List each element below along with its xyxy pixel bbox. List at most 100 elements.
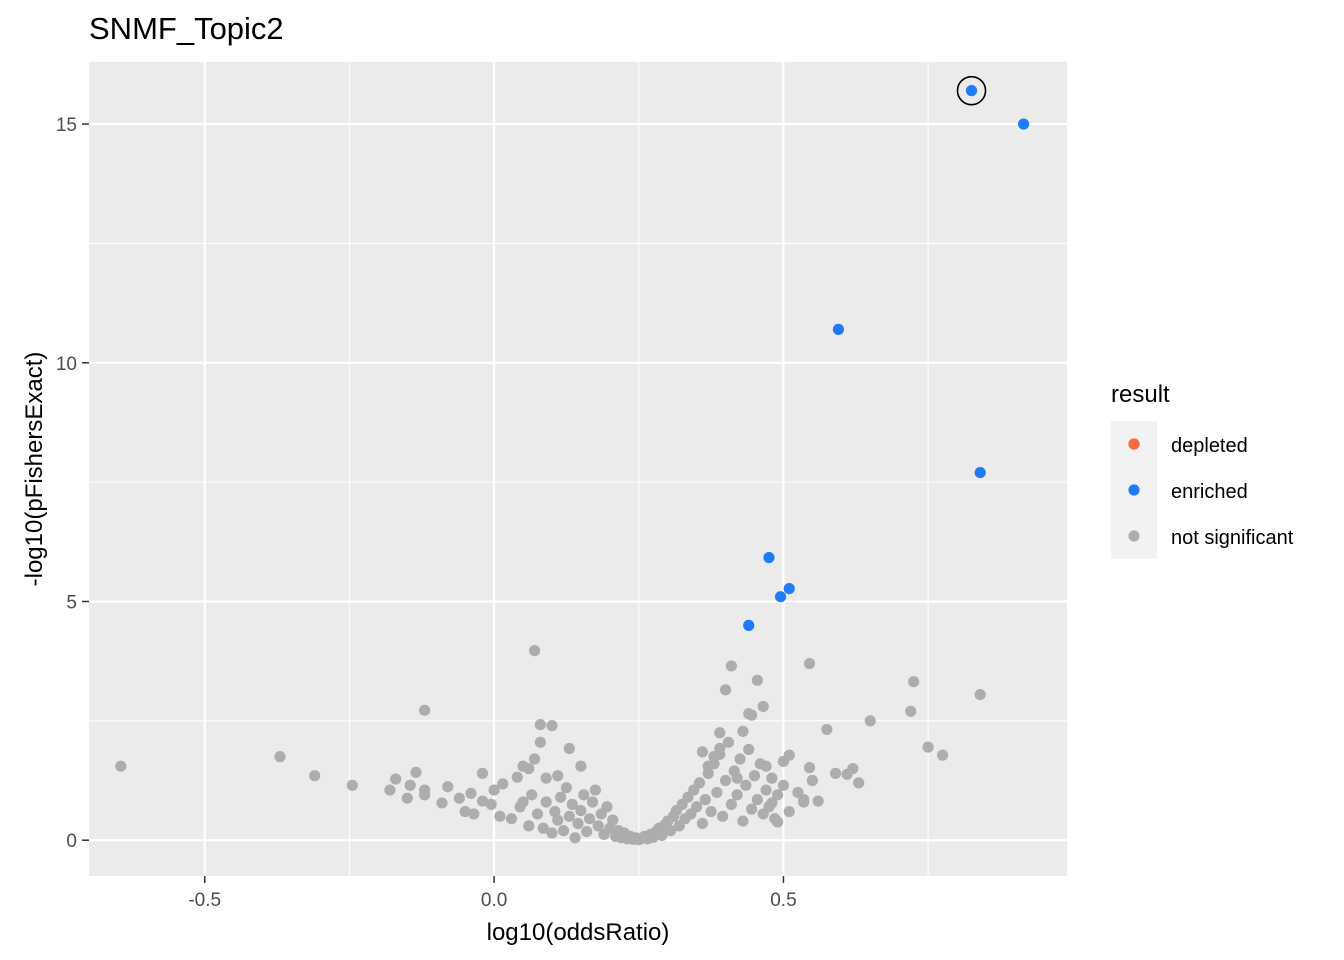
point-not-significant [708, 751, 720, 763]
plot-panel [89, 62, 1067, 876]
point-not-significant [583, 813, 596, 825]
point-enriched [774, 591, 787, 603]
point-not-significant [476, 767, 489, 779]
point-not-significant [803, 657, 816, 670]
point-not-significant [497, 778, 509, 790]
point-not-significant [922, 741, 934, 753]
chart-title: SNMF_Topic2 [89, 11, 284, 46]
point-not-significant [847, 762, 859, 775]
point-not-significant [760, 760, 772, 772]
y-tick-label: 5 [66, 592, 77, 613]
point-enriched [832, 323, 845, 335]
point-not-significant [725, 660, 737, 672]
point-not-significant [390, 773, 402, 785]
point-not-significant [719, 684, 732, 696]
point-not-significant [528, 645, 541, 657]
minor-gridlines [89, 62, 1067, 876]
point-not-significant [731, 772, 743, 784]
point-not-significant [494, 810, 506, 822]
point-not-significant [514, 801, 526, 813]
point-not-significant [410, 766, 422, 779]
point-not-significant [346, 779, 358, 791]
point-not-significant [552, 770, 564, 782]
point-not-significant [566, 798, 578, 810]
point-not-significant [586, 796, 599, 808]
point-not-significant [711, 786, 723, 799]
x-axis-title: log10(oddsRatio) [487, 919, 670, 946]
point-not-significant [581, 826, 593, 838]
point-not-significant [546, 827, 558, 839]
point-not-significant [485, 798, 497, 810]
point-not-significant [699, 794, 711, 806]
point-not-significant [560, 782, 573, 794]
point-not-significant [908, 676, 920, 688]
point-not-significant [751, 794, 763, 806]
point-not-significant [812, 795, 824, 807]
point-not-significant [404, 779, 416, 791]
point-not-significant [575, 760, 587, 772]
point-not-significant [803, 762, 816, 774]
point-enriched [1017, 118, 1030, 130]
point-not-significant [578, 789, 590, 801]
point-not-significant [734, 753, 746, 765]
point-not-significant [743, 743, 755, 756]
point-not-significant [905, 705, 917, 717]
point-not-significant [274, 751, 286, 763]
point-not-significant [777, 779, 790, 791]
point-not-significant [563, 742, 575, 755]
point-not-significant [748, 770, 761, 782]
point-not-significant [757, 700, 769, 713]
point-not-significant [725, 798, 737, 810]
point-not-significant [731, 789, 743, 801]
point-not-significant [549, 805, 561, 818]
point-not-significant [705, 805, 717, 818]
point-not-significant [722, 736, 735, 748]
legend-key-depleted [1128, 438, 1140, 450]
point-not-significant [589, 784, 601, 796]
legend-label: enriched [1171, 481, 1248, 503]
point-not-significant [936, 749, 949, 761]
point-not-significant [717, 810, 729, 822]
point-not-significant [505, 813, 518, 825]
point-not-significant [798, 796, 810, 808]
point-not-significant [719, 774, 732, 787]
point-not-significant [766, 772, 778, 784]
point-not-significant [740, 779, 752, 791]
x-axis: -0.5 0.0 0.5 [188, 876, 797, 911]
point-not-significant [401, 792, 413, 804]
point-not-significant [607, 814, 619, 826]
point-not-significant [592, 820, 604, 832]
point-not-significant [546, 720, 558, 732]
y-axis-title: -log10(pFishersExact) [21, 352, 48, 587]
legend-label: not significant [1171, 527, 1294, 549]
point-not-significant [737, 725, 749, 737]
point-not-significant [766, 797, 778, 809]
point-not-significant [656, 829, 668, 842]
point-not-significant [693, 777, 706, 789]
point-not-significant [488, 784, 500, 796]
point-not-significant [540, 772, 552, 784]
point-not-significant [575, 804, 587, 817]
point-not-significant [974, 688, 986, 701]
point-not-significant [696, 817, 709, 830]
point-not-significant [528, 753, 541, 765]
point-not-significant [696, 746, 709, 758]
point-enriched [965, 85, 978, 97]
point-not-significant [806, 774, 818, 787]
point-not-significant [309, 770, 321, 782]
legend-items: depleted enriched not significant [1128, 435, 1294, 549]
point-not-significant [115, 760, 127, 772]
point-not-significant [540, 796, 552, 808]
y-tick-label: 10 [56, 354, 77, 375]
point-not-significant [459, 805, 471, 818]
point-not-significant [436, 797, 448, 809]
point-not-significant [419, 784, 431, 796]
point-not-significant [714, 742, 726, 755]
point-enriched [763, 551, 775, 564]
point-not-significant [468, 808, 480, 820]
point-not-significant [746, 803, 758, 815]
point-not-significant [821, 723, 833, 736]
legend-key-enriched [1128, 484, 1140, 496]
point-enriched [974, 466, 986, 479]
